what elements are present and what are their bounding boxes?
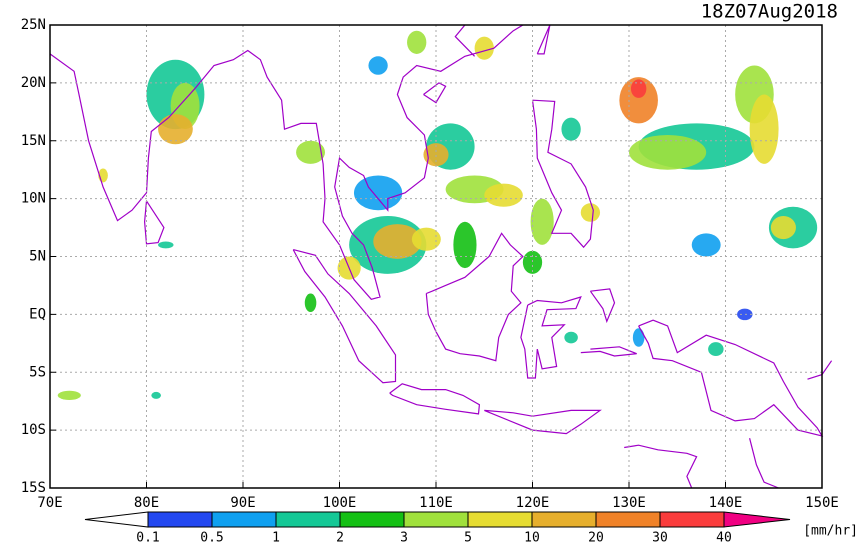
coastline: [143, 200, 165, 245]
lon-label: 150E: [805, 495, 839, 511]
lat-label: 25N: [21, 17, 46, 33]
lat-label: 10S: [21, 422, 46, 438]
rain-cell: [564, 331, 578, 344]
lon-label: 120E: [516, 495, 550, 511]
rain-cell: [57, 390, 81, 401]
colorbar-box: [403, 511, 469, 528]
lat-label: 15N: [21, 133, 46, 149]
colorbar-over: [723, 511, 791, 528]
rain-cell: [368, 56, 388, 75]
colorbar-label: 0.5: [200, 531, 223, 544]
coastline: [749, 438, 779, 489]
rain-cell: [158, 241, 174, 249]
precipitation: [57, 30, 818, 401]
rain-cell: [632, 328, 645, 347]
coastline: [425, 232, 524, 362]
coastline: [520, 296, 582, 379]
rain-cell: [296, 140, 326, 164]
colorbar-label: 0.1: [136, 531, 159, 544]
coastline: [624, 444, 698, 489]
lon-label: 70E: [37, 495, 62, 511]
lon-label: 90E: [230, 495, 255, 511]
colorbar-box: [467, 511, 533, 528]
rain-cell: [737, 308, 753, 321]
coastline: [454, 24, 476, 57]
rain-cell: [158, 114, 193, 145]
rain-cell: [353, 175, 403, 211]
coastline: [589, 288, 616, 324]
lon-label: 80E: [134, 495, 159, 511]
lat-label: 10N: [21, 191, 46, 207]
coastline: [484, 409, 602, 435]
rain-cell: [530, 198, 554, 245]
lat-label: 15S: [21, 480, 46, 496]
colorbar-label: 1: [272, 531, 280, 544]
lon-label: 140E: [709, 495, 743, 511]
rain-cell: [749, 94, 779, 164]
coastline: [292, 249, 397, 384]
colorbar-label: 40: [716, 531, 732, 544]
rain-cell: [561, 117, 581, 141]
rain-cell: [629, 134, 707, 170]
colorbar-box: [275, 511, 341, 528]
rain-cell: [580, 203, 601, 222]
coastline: [536, 24, 551, 55]
rain-cell: [474, 36, 494, 60]
colorbar-label: 20: [588, 531, 604, 544]
rain-cell: [770, 215, 796, 240]
colorbar-label: 10: [524, 531, 540, 544]
colorbar-box: [339, 511, 405, 528]
rain-cell: [708, 342, 724, 357]
colorbar-box: [595, 511, 661, 528]
rain-cell: [691, 233, 721, 257]
lon-label: 130E: [612, 495, 646, 511]
coastline: [580, 346, 637, 357]
colorbar-label: 30: [652, 531, 668, 544]
rain-cell: [453, 221, 477, 269]
lat-label: 20N: [21, 75, 46, 91]
colorbar-label: 3: [400, 531, 408, 544]
coastline: [49, 24, 524, 300]
colorbar-box: [659, 511, 725, 528]
rain-cell: [373, 224, 422, 259]
lon-label: 100E: [323, 495, 357, 511]
colorbar-box: [531, 511, 597, 528]
rain-cell: [630, 79, 647, 98]
coastline: [531, 99, 594, 249]
colorbar-box: [147, 511, 213, 528]
map-frame: [49, 24, 823, 489]
colorbar-label: 5: [464, 531, 472, 544]
lat-label: 5N: [29, 249, 46, 265]
colorbar-under: [84, 511, 149, 528]
rain-cell: [411, 227, 441, 251]
lon-label: 110E: [419, 495, 453, 511]
coastline: [389, 383, 481, 415]
rain-cell: [151, 391, 161, 399]
coastline: [423, 82, 447, 104]
time-label: 18Z07Aug2018: [701, 1, 838, 23]
colorbar-unit: [mm/hr]: [803, 524, 858, 539]
rain-cell: [304, 293, 317, 313]
graticule: [49, 24, 823, 489]
lat-label: EQ: [29, 306, 46, 322]
colorbar-box: [211, 511, 277, 528]
rain-cell: [484, 183, 523, 207]
colorbar-label: 2: [336, 531, 344, 544]
rain-cell: [407, 30, 427, 54]
colorbar: 0.1 0.5 1 2 3 5 10 20 30 40 [mm/hr]: [84, 511, 858, 544]
rain-cell: [423, 143, 449, 167]
rain-cell: [522, 250, 543, 274]
lat-label: 5S: [29, 364, 46, 380]
